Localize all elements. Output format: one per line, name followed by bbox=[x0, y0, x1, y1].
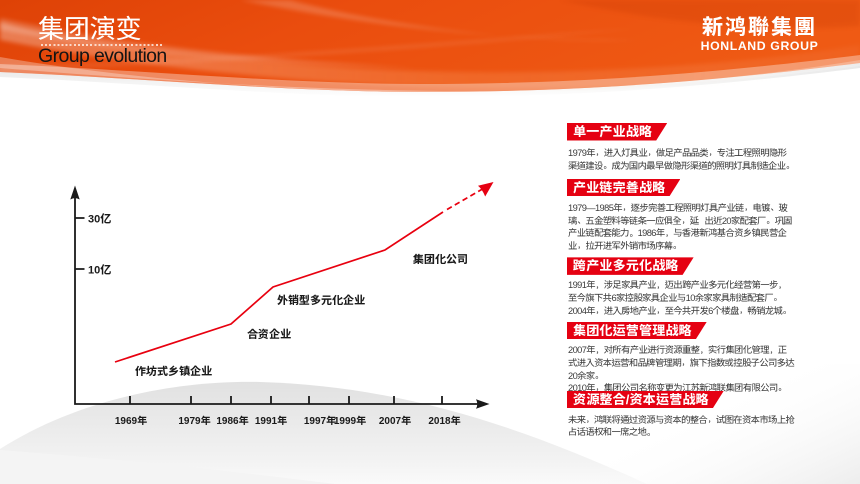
svg-text:作坊式乡镇企业: 作坊式乡镇企业 bbox=[135, 365, 212, 378]
svg-text:1969年: 1969年 bbox=[115, 415, 147, 427]
svg-text:2018年: 2018年 bbox=[428, 415, 460, 427]
svg-text:外销型多元化企业: 外销型多元化企业 bbox=[277, 294, 365, 307]
svg-text:1979年: 1979年 bbox=[178, 415, 210, 427]
svg-text:10亿: 10亿 bbox=[88, 264, 111, 277]
svg-text:2007年: 2007年 bbox=[379, 415, 411, 427]
svg-text:合资企业: 合资企业 bbox=[247, 328, 291, 341]
svg-text:1999年: 1999年 bbox=[334, 415, 366, 427]
svg-text:30亿: 30亿 bbox=[88, 213, 111, 226]
svg-text:1986年: 1986年 bbox=[216, 415, 248, 427]
svg-text:1997年: 1997年 bbox=[304, 415, 336, 427]
svg-text:集团化公司: 集团化公司 bbox=[412, 253, 468, 266]
svg-text:1991年: 1991年 bbox=[255, 415, 287, 427]
